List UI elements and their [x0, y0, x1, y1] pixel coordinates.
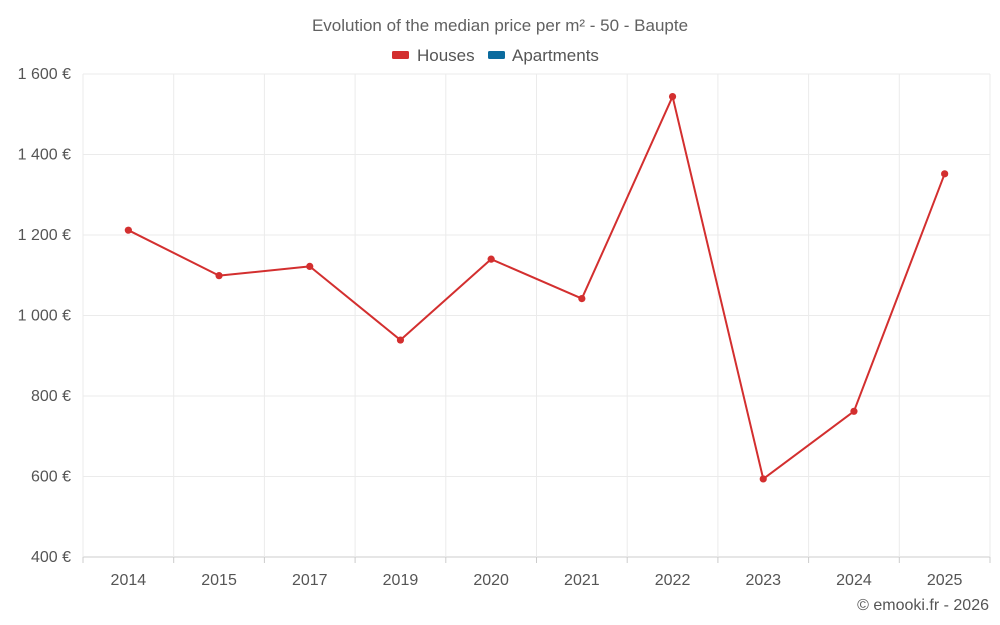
data-point-houses-2015[interactable]	[215, 272, 223, 280]
x-tick-label: 2015	[201, 572, 237, 589]
data-point-houses-2019[interactable]	[396, 336, 405, 344]
x-tick-label: 2017	[292, 572, 328, 589]
y-tick-label: 800 €	[31, 388, 71, 405]
data-point-houses-2025[interactable]	[941, 170, 949, 178]
legend-label-houses[interactable]: Houses	[417, 46, 475, 65]
x-tick-label: 2020	[473, 572, 509, 589]
credit-text: © emooki.fr - 2026	[857, 597, 989, 614]
series-line-houses	[127, 95, 946, 480]
y-tick-label: 1 600 €	[18, 66, 71, 83]
y-tick-label: 400 €	[31, 549, 71, 566]
data-point-houses-2020[interactable]	[487, 255, 495, 263]
x-tick-label: 2014	[111, 572, 147, 589]
x-tick-label: 2021	[564, 572, 600, 589]
chart-title: Evolution of the median price per m² - 5…	[312, 16, 688, 35]
x-tick-label: 2022	[655, 572, 691, 589]
series-layer	[124, 92, 949, 483]
y-tick-label: 600 €	[31, 469, 71, 486]
data-point-houses-2024[interactable]	[850, 407, 858, 415]
legend: Houses Apartments	[392, 46, 599, 65]
y-tick-label: 1 400 €	[18, 147, 71, 164]
data-point-houses-2017[interactable]	[306, 262, 314, 270]
y-tick-label: 1 000 €	[18, 308, 71, 325]
legend-label-apartments[interactable]: Apartments	[512, 46, 599, 65]
y-tick-label: 1 200 €	[18, 227, 71, 244]
x-tick-label: 2023	[745, 572, 781, 589]
x-axis-ticks: 2014 2015 2017 2019 2020 2021 2022 2023 2024 2025	[111, 572, 963, 589]
data-point-houses-2022[interactable]	[668, 92, 677, 101]
x-tick-label: 2025	[927, 572, 963, 589]
data-point-houses-2014[interactable]	[124, 226, 132, 234]
data-point-houses-2023[interactable]	[759, 475, 767, 483]
data-point-houses-2021[interactable]	[578, 294, 586, 303]
y-axis-ticks: 400 € 600 € 800 € 1 000 € 1 200 € 1 400 € 1 60…	[18, 66, 71, 566]
legend-swatch-houses[interactable]	[392, 51, 409, 59]
x-tick-label: 2019	[383, 572, 419, 589]
x-tick-label: 2024	[836, 572, 872, 589]
legend-swatch-apartments[interactable]	[488, 51, 505, 59]
grid	[82, 73, 991, 563]
